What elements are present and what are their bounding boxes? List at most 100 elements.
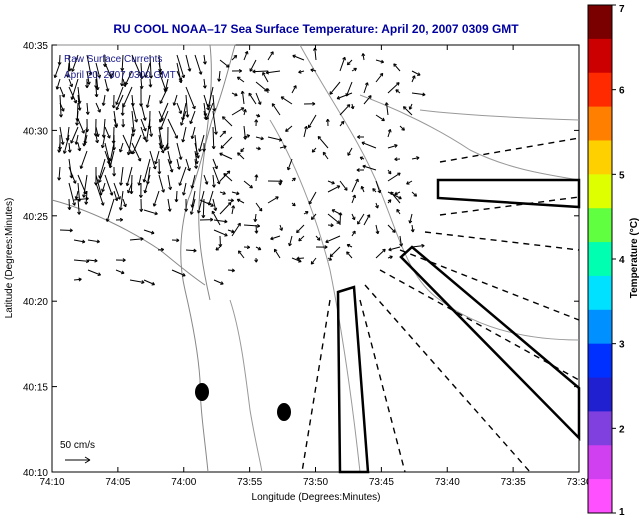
current-vector-head (361, 53, 364, 57)
current-vector-head (120, 207, 123, 211)
current-vector-head (144, 117, 147, 121)
current-vector-head (396, 82, 400, 84)
current-vector-head (130, 191, 134, 195)
colorbar-segment (588, 309, 612, 345)
y-tick-label: 40:30 (23, 126, 48, 137)
current-vector (59, 126, 64, 145)
current-vector (291, 257, 302, 263)
current-vector (98, 166, 106, 183)
current-vector-head (227, 202, 232, 204)
current-vector-head (80, 166, 84, 169)
current-vector (351, 230, 356, 237)
current-vector-head (113, 105, 116, 109)
current-vector (362, 53, 365, 61)
current-vector (122, 86, 133, 108)
current-vector-head (324, 245, 328, 248)
current-vector (314, 47, 317, 61)
current-vector-head (113, 173, 117, 177)
current-vector (267, 51, 274, 61)
current-vector-head (96, 93, 99, 98)
current-vector-head (298, 71, 302, 74)
current-vector-head (352, 105, 355, 110)
current-vector-head (395, 89, 398, 93)
current-vector (176, 142, 182, 160)
current-vector (182, 102, 187, 121)
current-vector (149, 78, 152, 88)
current-vector-head (180, 156, 183, 160)
current-vector (104, 174, 113, 196)
current-vector-head (183, 192, 186, 196)
current-vector (390, 191, 401, 204)
current-vector-head (74, 202, 76, 206)
current-vector-head (292, 55, 295, 59)
current-vector-head (318, 237, 321, 241)
current-vector-head (155, 161, 158, 165)
current-vector-head (298, 258, 302, 262)
current-vector-head (416, 156, 420, 159)
current-vector-head (372, 188, 374, 192)
current-vector (113, 190, 118, 201)
current-vector (243, 224, 260, 227)
current-vector (140, 62, 143, 79)
current-vector-head (364, 82, 368, 85)
current-vector (411, 75, 416, 83)
current-vector-head (355, 178, 359, 182)
current-vector-head (189, 68, 192, 72)
current-vector-head (101, 145, 105, 149)
current-vector-head (196, 160, 199, 165)
current-vector (180, 110, 187, 126)
current-vector (291, 85, 297, 94)
site-marker (195, 383, 209, 401)
current-vector-head (330, 223, 334, 226)
current-vector (212, 174, 215, 188)
current-vector (175, 190, 178, 202)
current-vector (101, 134, 106, 148)
current-vector-head (270, 51, 274, 54)
current-vector (363, 82, 368, 94)
current-vector (131, 94, 134, 106)
current-vector (73, 259, 89, 262)
current-vector-head (163, 189, 166, 193)
current-vector (185, 86, 196, 110)
current-vector-head (195, 165, 199, 169)
current-vector (68, 182, 76, 206)
current-vector (149, 150, 156, 170)
current-vector-head (90, 72, 93, 76)
current-vector (248, 92, 257, 105)
current-vector-head (83, 143, 87, 147)
current-vector (185, 94, 189, 118)
current-vector (176, 102, 182, 114)
x-tick-label: 74:05 (105, 477, 130, 488)
current-vector-head (150, 75, 154, 79)
current-vector (149, 54, 152, 79)
current-vector-head (387, 199, 392, 202)
current-vector (95, 70, 99, 90)
current-vector (197, 190, 205, 214)
current-vector-head (289, 243, 292, 247)
current-vector-head (235, 92, 238, 96)
current-vector-head (252, 71, 256, 74)
current-vector-head (126, 183, 130, 187)
current-vector (351, 213, 356, 220)
current-vector-head (102, 202, 105, 206)
current-vector-head (155, 211, 158, 215)
current-vector (56, 78, 61, 90)
current-vector (68, 166, 77, 184)
current-vector-head (124, 83, 127, 87)
current-vector (207, 86, 214, 108)
current-vector-head (60, 114, 63, 118)
current-vector (252, 70, 269, 73)
current-vector-head (381, 59, 385, 63)
y-tick-label: 40:35 (23, 41, 48, 52)
scale-arrow (65, 456, 91, 464)
current-vector (113, 118, 118, 127)
current-vector (361, 186, 365, 193)
bathymetry-contours (229, 44, 580, 473)
current-vector-head (82, 239, 86, 243)
current-vector-head (133, 129, 136, 133)
current-vector (208, 190, 214, 206)
current-vector-head (242, 109, 246, 112)
current-vector-head (218, 78, 222, 82)
current-vector (219, 59, 230, 68)
current-vector-head (85, 201, 89, 205)
